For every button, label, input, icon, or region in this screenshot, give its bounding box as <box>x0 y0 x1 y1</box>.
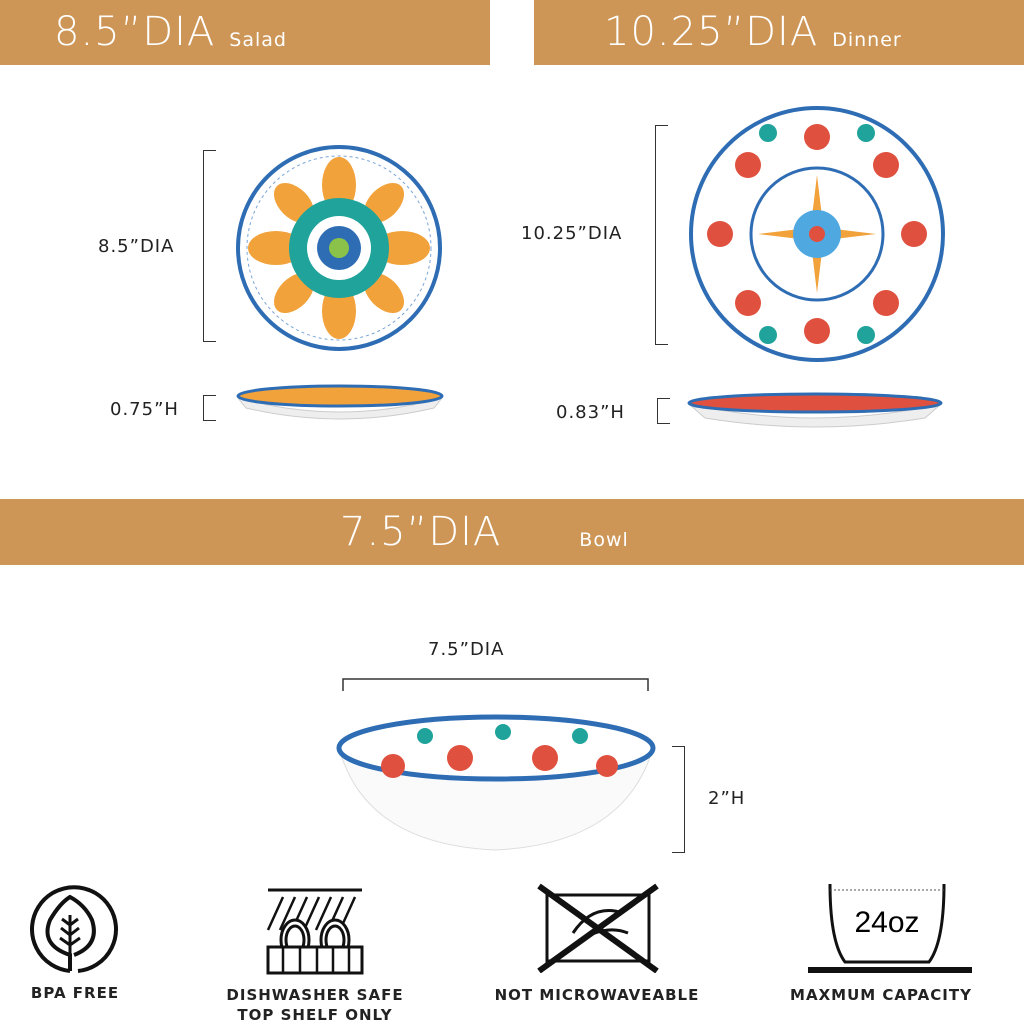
feature-label-capacity: MAXMUM CAPACITY <box>761 985 1001 1005</box>
banner-size: 10.25”DIA <box>604 9 819 55</box>
salad-diameter-bracket <box>203 150 216 342</box>
dishwasher-icon <box>266 888 364 975</box>
banner-bowl: 7.5”DIA Bowl <box>0 499 1024 565</box>
banner-type: Salad <box>229 29 287 51</box>
capacity-value: 24oz <box>854 906 919 939</box>
banner-type: Dinner <box>832 29 902 51</box>
max-capacity-label: MAXMUM CAPACITY <box>790 986 972 1004</box>
bowl-diameter-bracket <box>342 678 649 691</box>
dinner-plate-image <box>689 106 945 362</box>
dinner-height-bracket <box>657 398 670 424</box>
bpa-free-label: BPA FREE <box>30 984 120 1002</box>
banner-size: 8.5”DIA <box>54 9 216 55</box>
dinner-plate-side-image <box>687 392 943 428</box>
feature-label-bpa: BPA FREE <box>0 983 195 1003</box>
banner-dinner: 10.25”DIA Dinner <box>534 0 1024 65</box>
bowl-capacity-icon: 24oz <box>808 883 972 973</box>
bowl-image <box>336 714 656 851</box>
banner-salad: 8.5”DIA Salad <box>0 0 490 65</box>
salad-height-bracket <box>203 395 216 421</box>
top-shelf-label: TOP SHELF ONLY <box>237 1006 393 1024</box>
dishwasher-label: DISHWASHER SAFE <box>226 986 404 1004</box>
feature-label-microwave: NOT MICROWAVEABLE <box>477 985 717 1005</box>
no-microwave-icon <box>537 883 659 973</box>
salad-plate-image <box>236 145 442 351</box>
bowl-height-bracket <box>672 746 685 853</box>
feature-label-dishwasher: DISHWASHER SAFE TOP SHELF ONLY <box>195 985 435 1025</box>
banner-size: 7.5”DIA <box>340 509 502 555</box>
salad-plate-side-image <box>236 384 444 420</box>
salad-diameter-label: 8.5”DIA <box>98 236 175 257</box>
leaf-icon <box>30 885 118 973</box>
dinner-diameter-label: 10.25”DIA <box>521 223 623 244</box>
salad-height-label: 0.75”H <box>110 399 179 420</box>
dinner-diameter-bracket <box>655 125 668 345</box>
bowl-height-label: 2”H <box>708 788 746 809</box>
banner-type: Bowl <box>579 529 629 551</box>
bowl-diameter-label: 7.5”DIA <box>428 639 505 660</box>
dinner-height-label: 0.83”H <box>556 402 625 423</box>
not-microwaveable-label: NOT MICROWAVEABLE <box>494 986 700 1004</box>
